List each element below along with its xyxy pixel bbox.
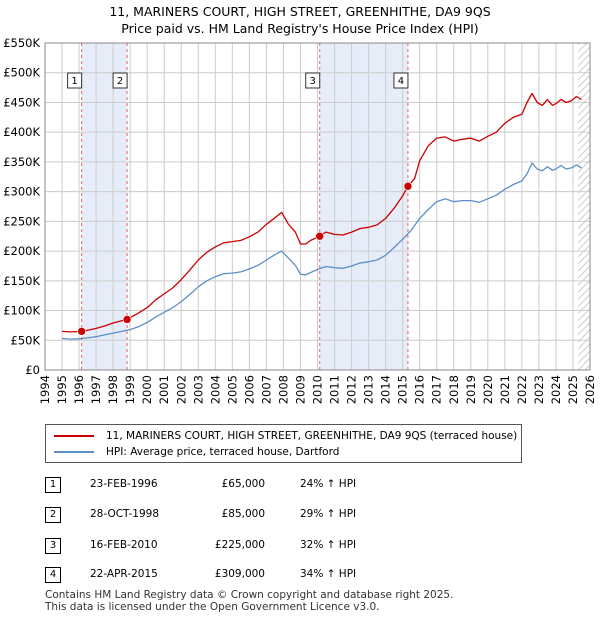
y-tick-label: £400K <box>3 125 40 139</box>
transaction-date: 16-FEB-2010 <box>90 539 158 551</box>
y-tick-label: £250K <box>3 214 40 228</box>
transaction-hpi: 29% ↑ HPI <box>300 508 357 520</box>
x-tick-label: 2003 <box>191 375 205 404</box>
x-tick-label: 2005 <box>225 375 239 404</box>
x-tick-label: 2021 <box>498 375 512 404</box>
x-tick-label: 2008 <box>276 375 290 404</box>
transaction-number: 2 <box>45 507 61 523</box>
transaction-point <box>122 315 132 324</box>
x-tick-label: 1997 <box>89 375 103 404</box>
x-tick-label: 2015 <box>396 375 410 404</box>
legend-label-hpi: HPI: Average price, terraced house, Dart… <box>106 446 340 458</box>
transaction-number: 3 <box>45 538 61 554</box>
y-tick-label: £50K <box>11 333 41 347</box>
x-tick-label: 2019 <box>464 375 478 404</box>
x-tick-label: 1996 <box>72 375 86 404</box>
x-tick-label: 2006 <box>242 375 256 404</box>
transaction-hpi: 34% ↑ HPI <box>300 568 357 580</box>
x-tick-label: 2002 <box>174 375 188 404</box>
hatched-region <box>578 43 590 370</box>
series-line-property <box>61 92 582 333</box>
x-tick-label: 2022 <box>515 375 529 404</box>
x-tick-label: 2018 <box>447 375 461 404</box>
y-tick-label: £100K <box>3 304 40 318</box>
transaction-point <box>77 327 86 336</box>
x-tick-label: 2023 <box>532 375 546 404</box>
x-tick-label: 1994 <box>38 375 52 404</box>
transaction-point <box>403 181 413 191</box>
x-tick-label: 2026 <box>583 375 597 404</box>
transaction-price: £65,000 <box>221 478 265 490</box>
transaction-date: 22-APR-2015 <box>90 568 158 580</box>
price-chart: 1 2 3 4 £0 £50K £100K £150K £200K £250K £300K £350K… <box>3 36 597 404</box>
x-tick-label: 2010 <box>311 375 325 404</box>
footer: Contains HM Land Registry data © Crown c… <box>45 589 453 613</box>
legend-swatch-property <box>54 435 94 437</box>
x-tick-label: 1995 <box>55 375 69 404</box>
x-tick-label: 2013 <box>362 375 376 404</box>
y-tick-label: £350K <box>3 155 40 169</box>
x-tick-label: 2012 <box>345 375 359 404</box>
transaction-price: £225,000 <box>214 539 265 551</box>
y-tick-label: £450K <box>3 95 40 109</box>
x-tick-label: 2004 <box>208 375 222 404</box>
transaction-price: £85,000 <box>221 508 265 520</box>
chart-subtitle: Price paid vs. HM Land Registry's House … <box>121 21 479 36</box>
transaction-marker-label: 1 <box>71 76 77 87</box>
x-tick-label: 2007 <box>259 375 273 404</box>
transaction-marker-box <box>67 72 83 89</box>
x-tick-label: 2016 <box>413 375 427 404</box>
transaction-marker-box <box>305 72 321 89</box>
x-tick-label: 2024 <box>549 375 563 404</box>
y-tick-label: £550K <box>3 36 40 50</box>
transaction-number: 1 <box>45 477 61 493</box>
x-tick-label: 1999 <box>123 375 137 404</box>
plot-frame <box>44 42 591 371</box>
x-tick-label: 2020 <box>481 375 495 404</box>
transaction-marker-label: 2 <box>117 76 123 87</box>
legend-item-property: 11, MARINERS COURT, HIGH STREET, GREENHI… <box>54 429 517 443</box>
footer-license: This data is licensed under the Open Gov… <box>45 601 380 613</box>
transaction-marker-box <box>393 72 409 89</box>
series-line-hpi <box>61 162 582 340</box>
x-tick-label: 1998 <box>106 375 120 404</box>
legend-swatch-hpi <box>54 451 94 453</box>
y-tick-label: £200K <box>3 244 40 258</box>
x-tick-label: 2011 <box>328 375 342 404</box>
y-tick-label: £150K <box>3 274 40 288</box>
y-tick-label: £300K <box>3 185 40 199</box>
transaction-date: 28-OCT-1998 <box>90 508 159 520</box>
x-tick-label: 2014 <box>379 375 393 404</box>
transaction-date: 23-FEB-1996 <box>90 478 158 490</box>
x-tick-label: 2009 <box>293 375 307 404</box>
legend-label-property: 11, MARINERS COURT, HIGH STREET, GREENHI… <box>106 430 518 442</box>
transaction-point <box>315 231 325 241</box>
transaction-marker-label: 3 <box>310 76 316 87</box>
transaction-hpi: 32% ↑ HPI <box>300 539 357 551</box>
shaded-period <box>81 43 128 370</box>
legend-item-hpi: HPI: Average price, terraced house, Dart… <box>54 445 339 459</box>
transaction-price: £309,000 <box>214 568 265 580</box>
x-tick-label: 2000 <box>140 375 154 404</box>
y-tick-label: £0 <box>25 363 40 377</box>
x-tick-label: 2017 <box>430 375 444 404</box>
x-tick-label: 2001 <box>157 375 171 404</box>
chart-title: 11, MARINERS COURT, HIGH STREET, GREENHI… <box>109 4 491 19</box>
footer-copyright: Contains HM Land Registry data © Crown c… <box>45 589 454 601</box>
y-tick-label: £500K <box>3 66 40 80</box>
transaction-marker-box <box>112 72 128 89</box>
transaction-number: 4 <box>45 567 61 583</box>
transaction-marker-label: 4 <box>398 76 404 87</box>
x-tick-label: 2025 <box>566 375 580 404</box>
transaction-hpi: 24% ↑ HPI <box>300 478 357 490</box>
legend: 11, MARINERS COURT, HIGH STREET, GREENHI… <box>45 424 522 463</box>
